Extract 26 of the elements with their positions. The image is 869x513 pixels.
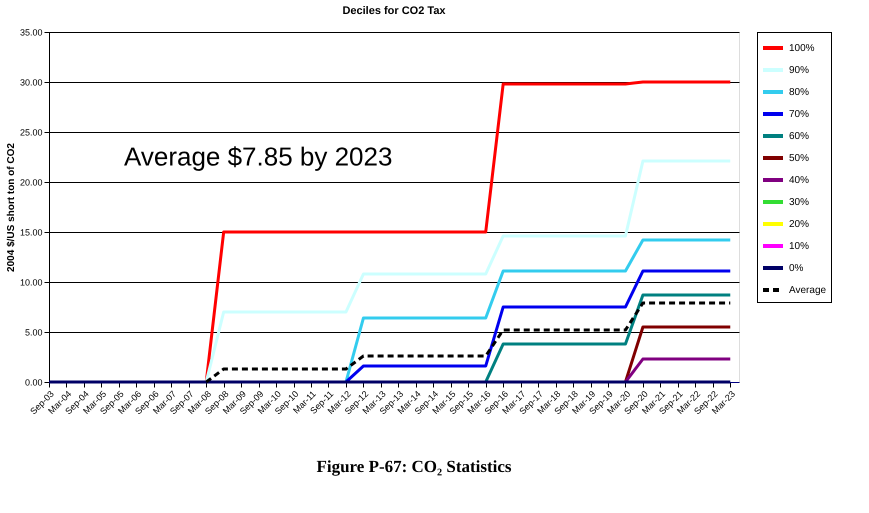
legend-label: 50% (789, 153, 810, 164)
y-tick-label: 15.00 (20, 228, 42, 238)
y-tick-label: 35.00 (20, 28, 42, 38)
legend-label: 20% (789, 219, 810, 230)
line-series (344, 238, 732, 384)
y-tick-label: 0.00 (24, 378, 42, 388)
line-series (344, 270, 732, 384)
y-tick-label: 10.00 (20, 278, 42, 288)
y-tick-label: 25.00 (20, 128, 42, 138)
y-axis-title: 2004 $/US short ton of CO2 (6, 142, 17, 272)
legend-label: 0% (789, 263, 804, 274)
text: Figure P-67: CO₂ Statistics (316, 457, 512, 476)
legend-label: 30% (789, 197, 810, 208)
legend-label: 100% (789, 43, 815, 54)
legend-label: 90% (789, 65, 810, 76)
y-tick-label: 20.00 (20, 178, 42, 188)
legend-label: 70% (789, 109, 810, 120)
chart-title: Deciles for CO2 Tax (342, 5, 446, 17)
y-tick-label: 5.00 (24, 328, 42, 338)
annotation: Average $7.85 by 2023 (124, 141, 392, 172)
y-tick-label: 30.00 (20, 78, 42, 88)
legend-label: Average (789, 285, 827, 296)
legend-label: 40% (789, 175, 810, 186)
legend-label: 10% (789, 241, 810, 252)
legend-label: 80% (789, 87, 810, 98)
legend-label: 60% (789, 131, 810, 142)
